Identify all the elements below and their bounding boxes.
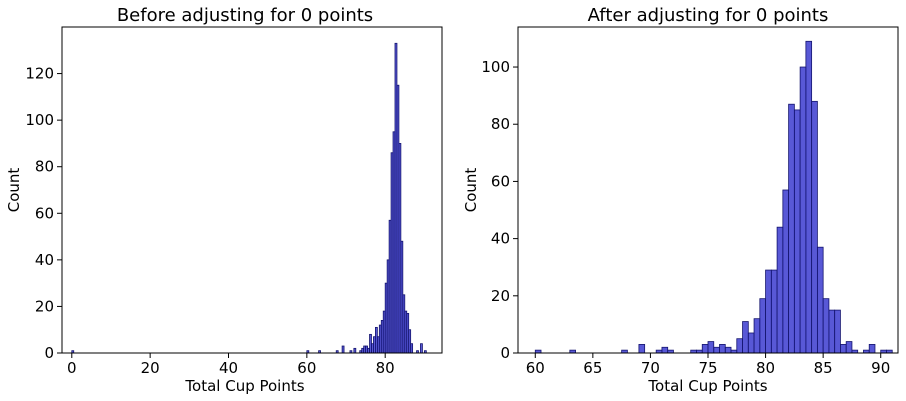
histogram-bar bbox=[661, 346, 669, 354]
x-axis-label: Total Cup Points bbox=[184, 377, 304, 395]
x-tick-label: 60 bbox=[297, 359, 316, 377]
histogram-bar bbox=[788, 103, 795, 354]
x-tick-label: 65 bbox=[583, 359, 602, 377]
histogram-before: Before adjusting for 0 points Total Cup … bbox=[5, 5, 443, 395]
histogram-after: After adjusting for 0 points Total Cup P… bbox=[462, 5, 899, 395]
y-tick-label: 60 bbox=[35, 204, 54, 222]
x-tick-label: 80 bbox=[376, 359, 395, 377]
x-axis-label: Total Cup Points bbox=[647, 377, 767, 395]
histogram-bar bbox=[805, 40, 813, 354]
histogram-bar bbox=[420, 343, 423, 354]
histogram-bar bbox=[799, 66, 807, 354]
y-tick-label: 0 bbox=[500, 344, 510, 362]
histogram-bar bbox=[736, 338, 743, 354]
y-tick-label: 20 bbox=[35, 297, 54, 315]
histogram-bar bbox=[410, 343, 414, 354]
bars bbox=[534, 40, 893, 354]
plot-frame bbox=[517, 26, 899, 354]
x-tick-label: 20 bbox=[141, 359, 160, 377]
histogram-bar bbox=[811, 100, 818, 354]
histogram-bar bbox=[816, 246, 824, 354]
x-tick-label: 40 bbox=[219, 359, 238, 377]
histogram-bar bbox=[770, 269, 778, 354]
histogram-bar bbox=[845, 341, 853, 354]
x-tick-label: 0 bbox=[67, 359, 77, 377]
y-tick-label: 100 bbox=[481, 58, 510, 76]
y-tick-label: 80 bbox=[491, 115, 510, 133]
histogram-bar bbox=[776, 226, 784, 354]
histogram-bar bbox=[701, 344, 709, 354]
histogram-bar bbox=[747, 332, 755, 354]
y-ticks: 0 20 40 60 80 100 120 bbox=[25, 65, 62, 362]
y-tick-label: 120 bbox=[25, 65, 54, 83]
y-tick-label: 20 bbox=[491, 287, 510, 305]
histogram-bar bbox=[828, 309, 836, 354]
x-ticks: 0 20 40 60 80 bbox=[67, 353, 395, 377]
x-tick-label: 70 bbox=[641, 359, 660, 377]
histogram-bar bbox=[753, 318, 761, 354]
x-ticks: 60 65 70 75 80 85 90 bbox=[526, 353, 890, 377]
y-axis-label: Count bbox=[5, 168, 23, 213]
y-tick-label: 80 bbox=[35, 158, 54, 176]
histogram-bar bbox=[724, 346, 732, 354]
x-tick-label: 75 bbox=[698, 359, 717, 377]
bars bbox=[71, 42, 427, 354]
x-tick-label: 90 bbox=[871, 359, 890, 377]
y-tick-label: 60 bbox=[491, 172, 510, 190]
y-tick-label: 40 bbox=[491, 230, 510, 248]
histogram-bar bbox=[822, 298, 830, 354]
histogram-bar bbox=[840, 344, 847, 354]
histogram-bar bbox=[759, 298, 766, 354]
histogram-bar bbox=[868, 344, 876, 354]
histogram-bar bbox=[353, 347, 357, 354]
chart-title: After adjusting for 0 points bbox=[588, 5, 829, 26]
y-tick-label: 40 bbox=[35, 251, 54, 269]
histogram-bar bbox=[834, 309, 841, 354]
histogram-bar bbox=[713, 346, 720, 354]
histogram-bar bbox=[765, 269, 772, 354]
y-ticks: 0 20 40 60 80 100 bbox=[481, 58, 518, 362]
histogram-bar bbox=[782, 189, 790, 354]
plot-frame bbox=[61, 26, 443, 354]
x-tick-label: 80 bbox=[756, 359, 775, 377]
histogram-bar bbox=[341, 345, 345, 354]
histogram-bar bbox=[793, 109, 801, 354]
histogram-bar bbox=[719, 344, 726, 354]
y-tick-label: 100 bbox=[25, 111, 54, 129]
x-tick-label: 85 bbox=[814, 359, 833, 377]
y-tick-label: 0 bbox=[44, 344, 54, 362]
histogram-bar bbox=[742, 321, 749, 354]
histogram-bar bbox=[707, 341, 715, 354]
y-axis-label: Count bbox=[462, 168, 480, 213]
chart-title: Before adjusting for 0 points bbox=[117, 5, 373, 26]
x-tick-label: 60 bbox=[526, 359, 545, 377]
histogram-bar bbox=[638, 344, 646, 354]
